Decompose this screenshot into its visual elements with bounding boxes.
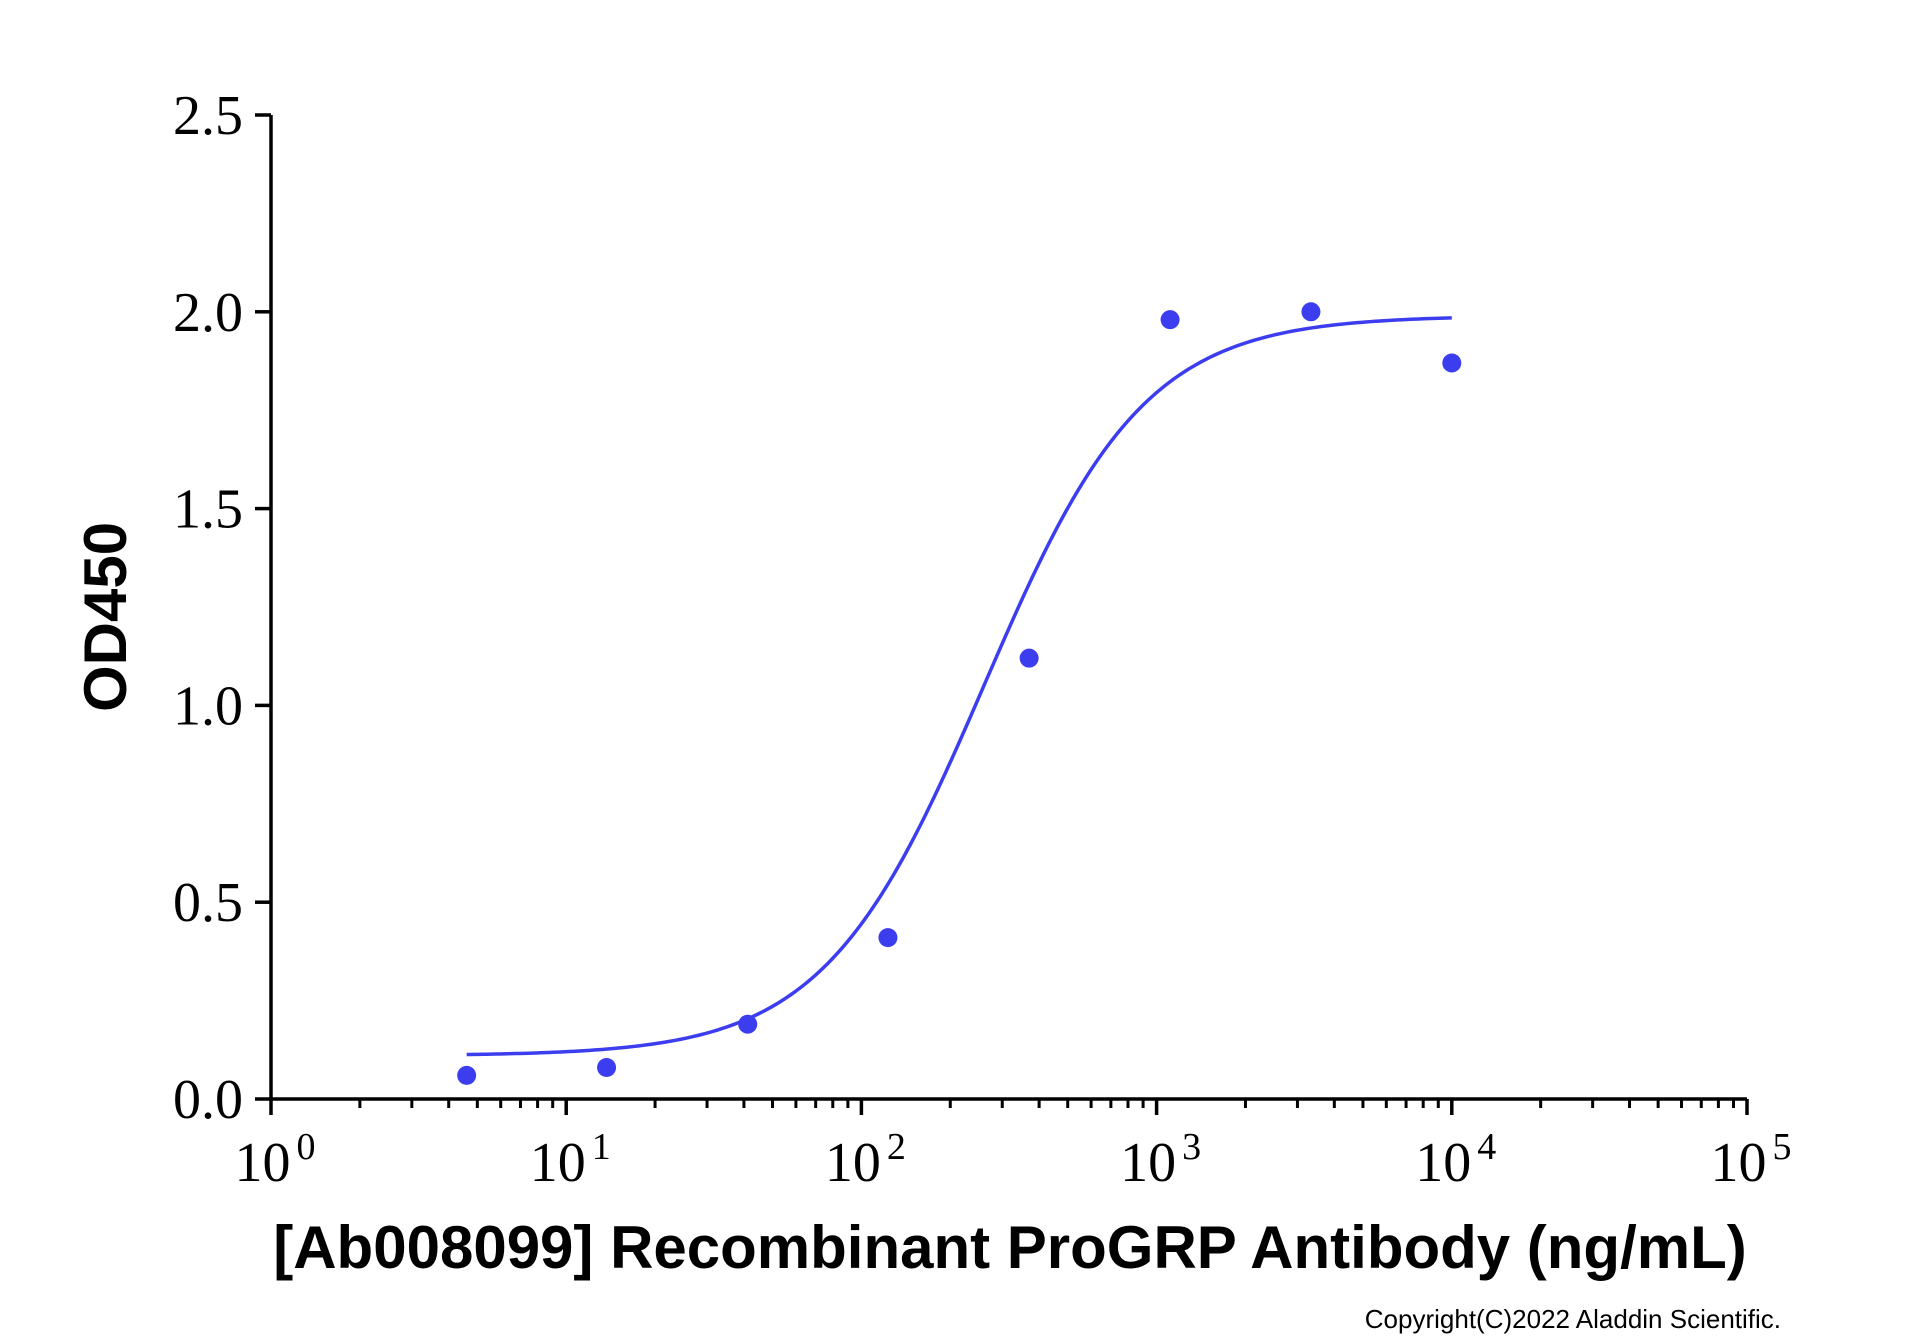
x-axis-title: [Ab008099] Recombinant ProGRP Antibody (… xyxy=(273,1214,1747,1281)
data-point xyxy=(1442,353,1462,373)
x-tick-label: 10 2 xyxy=(825,1126,906,1194)
y-tick-label: 2.5 xyxy=(173,85,243,147)
fit-curve xyxy=(466,316,1452,1057)
data-point xyxy=(738,1014,758,1034)
x-axis-ticks: 10 0 10 1 10 2 10 3 10 4 10 5 xyxy=(235,1099,1792,1194)
data-points xyxy=(457,302,1462,1085)
y-tick-label: 0.0 xyxy=(173,1069,243,1131)
y-axis-title: OD450 xyxy=(72,522,139,712)
y-axis-ticks: 0.0 0.5 1.0 1.5 2.0 2.5 xyxy=(173,85,271,1131)
y-tick-label: 1.5 xyxy=(173,479,243,541)
data-point xyxy=(597,1058,617,1078)
data-point xyxy=(1019,648,1039,668)
y-tick-label: 2.0 xyxy=(173,282,243,344)
data-point xyxy=(457,1065,477,1085)
chart-axes xyxy=(269,115,1747,1101)
y-tick-label: 0.5 xyxy=(173,872,243,934)
data-point xyxy=(1160,310,1180,330)
data-point xyxy=(1301,302,1321,322)
x-tick-label: 10 4 xyxy=(1415,1126,1496,1194)
fit-curve-group xyxy=(466,316,1452,1057)
copyright-text: Copyright(C)2022 Aladdin Scientific. xyxy=(1365,1304,1781,1334)
x-tick-label: 10 1 xyxy=(530,1126,611,1194)
x-tick-label: 10 5 xyxy=(1711,1126,1792,1194)
y-tick-label: 1.0 xyxy=(173,675,243,737)
x-tick-label: 10 0 xyxy=(235,1126,316,1194)
data-point xyxy=(878,928,898,948)
x-tick-label: 10 3 xyxy=(1120,1126,1201,1194)
